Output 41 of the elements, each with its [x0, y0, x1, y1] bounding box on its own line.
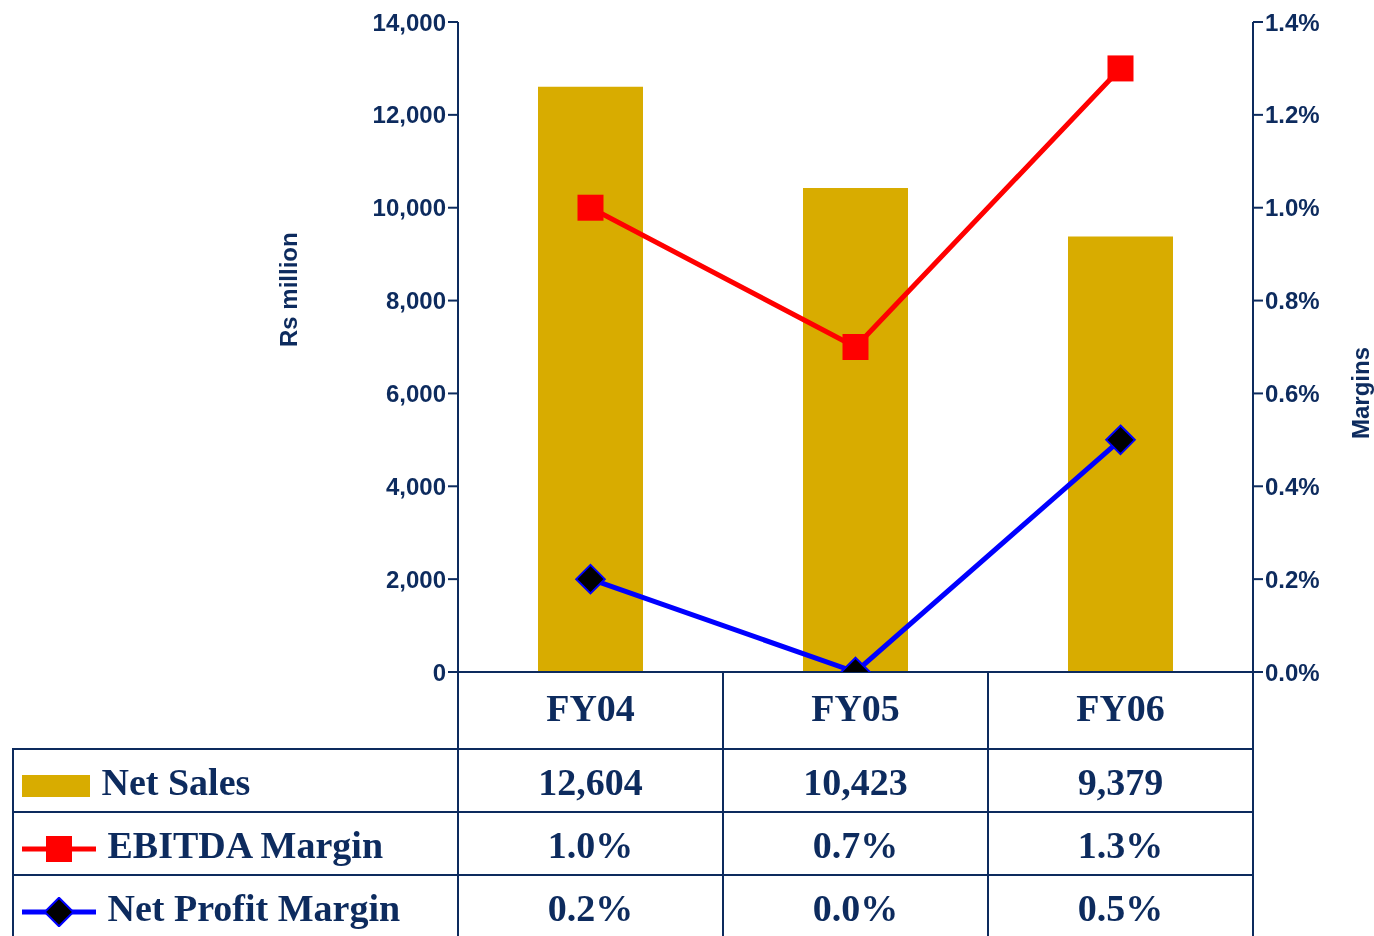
data-label: 10,423 [802, 760, 909, 804]
y-tick-label: 6,000 [385, 379, 446, 407]
y-axis-title: Rs million [274, 232, 302, 347]
data-label: 0.0% [811, 886, 900, 930]
data-label: 0.5% [1076, 886, 1165, 930]
point [575, 563, 606, 595]
bar [1068, 236, 1173, 672]
data-label: 9,379 [1076, 760, 1165, 804]
bar [538, 86, 643, 672]
point [842, 334, 869, 360]
data-label: 0.2% [546, 886, 635, 930]
y2-tick-label: 0.8% [1265, 287, 1320, 315]
x-tick-label: FY04 [546, 686, 635, 729]
data-label: 12,604 [537, 760, 644, 804]
y2-axis-title: Margins [1346, 347, 1374, 440]
y2-tick-label: 1.2% [1265, 101, 1320, 129]
legend-label: EBITDA Margin [107, 824, 384, 866]
legend-label: Net Sales [101, 761, 251, 803]
y-tick-label: 0 [432, 658, 446, 686]
data-label: 1.3% [1076, 823, 1165, 867]
y2-tick-label: 0.4% [1265, 472, 1320, 500]
y-tick-label: 4,000 [385, 472, 446, 500]
y-tick-label: 14,000 [372, 8, 446, 36]
y-tick-label: 8,000 [385, 287, 446, 315]
y-tick-label: 12,000 [372, 101, 446, 129]
y2-tick-label: 0.6% [1265, 379, 1320, 407]
x-tick-label: FY05 [811, 686, 900, 729]
y-tick-label: 2,000 [385, 565, 446, 593]
y2-tick-label: 0.0% [1265, 658, 1320, 686]
x-tick-label: FY06 [1076, 686, 1165, 729]
y2-tick-label: 0.2% [1265, 565, 1320, 593]
y2-tick-label: 1.0% [1265, 194, 1320, 222]
legend-label: Net Profit Margin [107, 887, 401, 929]
y2-tick-label: 1.4% [1265, 8, 1320, 36]
bar [803, 188, 908, 672]
data-label: 1.0% [546, 823, 635, 867]
data-label: 0.7% [811, 823, 900, 867]
point [1107, 55, 1134, 82]
point [577, 194, 604, 221]
y-tick-label: 10,000 [372, 194, 446, 222]
point [1105, 424, 1136, 456]
